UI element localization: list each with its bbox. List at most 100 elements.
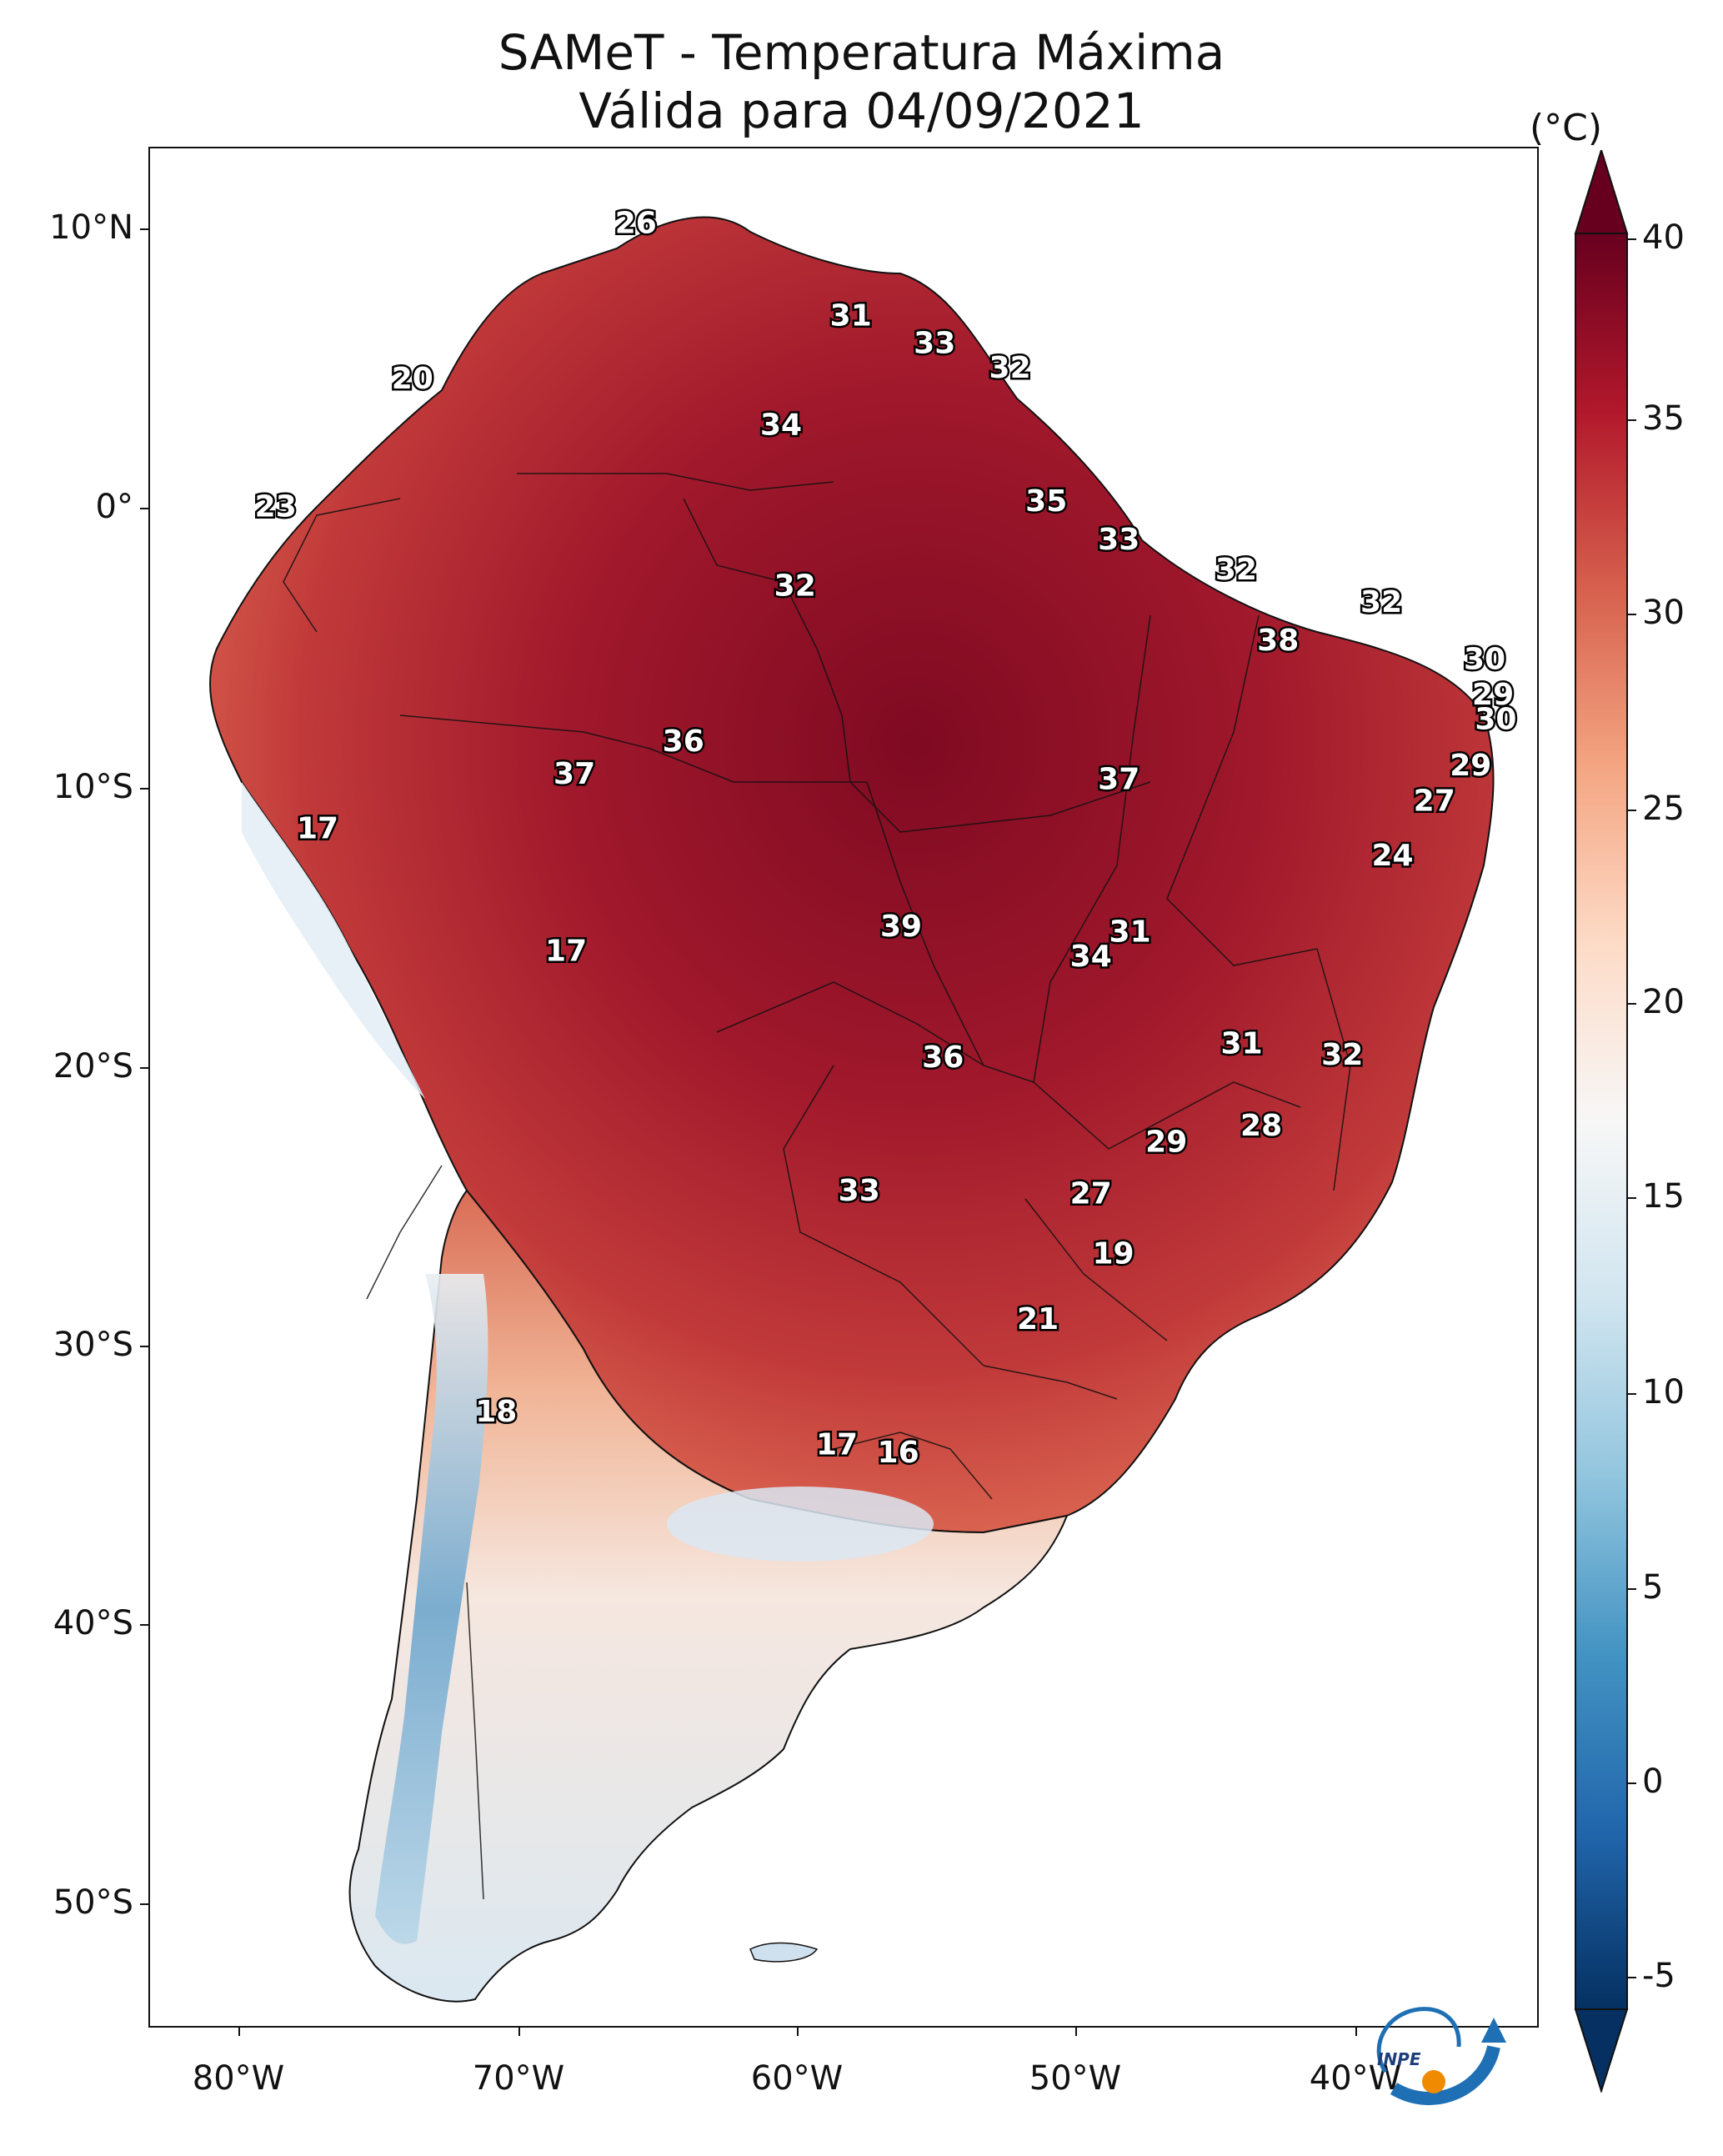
map-panel: 26 20 31 33 32 34 35 23 33 32 32 32 38 30 29 30 36 37 37 29… — [148, 147, 1539, 2028]
colorbar-top-arrow — [1574, 150, 1629, 234]
lon-tick-50w — [1075, 2028, 1077, 2036]
station-label: 20 — [392, 362, 433, 396]
lon-label-40w: 40°W — [1309, 2059, 1402, 2098]
station-label: 32 — [774, 569, 816, 603]
station-label: 19 — [1092, 1236, 1134, 1271]
inpe-logo: INPE — [1376, 2007, 1506, 2105]
station-label: 32 — [1321, 1038, 1363, 1072]
cb-label-0: 0 — [1642, 1762, 1664, 1801]
cb-tick-0 — [1628, 1782, 1636, 1784]
cb-label-20: 20 — [1642, 983, 1685, 1021]
cb-label-35: 35 — [1642, 399, 1685, 438]
colorbar — [1574, 150, 1629, 2093]
map-title: SAMeT - Temperatura Máxima Válida para 0… — [0, 23, 1723, 140]
lat-label-40s: 40°S — [53, 1604, 133, 1642]
lon-tick-40w — [1355, 2028, 1357, 2036]
pampas-cool-zone — [667, 1487, 934, 1562]
cb-tick-minus5 — [1628, 1977, 1636, 1978]
lon-label-80w: 80°W — [192, 2059, 285, 2098]
lon-label-70w: 70°W — [472, 2059, 565, 2098]
svg-text:INPE: INPE — [1377, 2049, 1421, 2069]
station-label: 27 — [1070, 1177, 1112, 1211]
cb-tick-40 — [1628, 238, 1636, 240]
peru-coast-cool-zone — [242, 782, 425, 1099]
lat-label-50s: 50°S — [53, 1883, 133, 1922]
station-label: 32 — [989, 351, 1031, 385]
station-label: 29 — [1450, 749, 1491, 783]
station-label: 37 — [1098, 763, 1139, 797]
cb-tick-15 — [1628, 1197, 1636, 1199]
cb-tick-30 — [1628, 614, 1636, 615]
station-label: 31 — [830, 299, 872, 333]
station-label: 32 — [1360, 585, 1402, 619]
station-label: 29 — [1145, 1125, 1187, 1159]
lat-label-0: 0° — [95, 488, 133, 526]
lat-label-20s: 20°S — [53, 1047, 133, 1086]
lat-label-30s: 30°S — [53, 1326, 133, 1364]
station-label: 27 — [1414, 785, 1455, 819]
lat-tick-30s — [140, 1346, 148, 1347]
andes-cold-zone — [375, 1274, 488, 1944]
station-label: 29 — [1472, 678, 1514, 712]
station-label: 38 — [1257, 624, 1299, 658]
lon-label-60w: 60°W — [750, 2059, 844, 2098]
colorbar-bottom-arrow — [1574, 2008, 1629, 2093]
station-label: 33 — [839, 1174, 880, 1208]
station-label: 37 — [553, 757, 595, 791]
station-label: 31 — [1221, 1027, 1263, 1061]
cb-label-minus5: -5 — [1642, 1957, 1675, 1995]
station-label: 17 — [816, 1427, 858, 1462]
station-label: 32 — [1215, 553, 1257, 587]
lat-tick-10s — [140, 788, 148, 790]
state-borders — [283, 473, 1351, 1900]
station-label: 23 — [255, 490, 297, 524]
station-label: 17 — [545, 935, 587, 969]
title-line-2: Válida para 04/09/2021 — [579, 83, 1144, 139]
station-label: 36 — [663, 725, 704, 759]
station-label: 21 — [1017, 1302, 1059, 1336]
cb-label-30: 30 — [1642, 594, 1685, 632]
colorbar-unit: (°C) — [1530, 107, 1603, 149]
cb-tick-35 — [1628, 419, 1636, 421]
lat-tick-40s — [140, 1624, 148, 1626]
lat-tick-20s — [140, 1067, 148, 1069]
cb-label-10: 10 — [1642, 1373, 1685, 1411]
station-label: 39 — [880, 910, 922, 944]
station-label: 16 — [878, 1436, 919, 1470]
lon-tick-60w — [797, 2028, 799, 2036]
station-label: 18 — [475, 1395, 517, 1429]
station-label: 34 — [1070, 940, 1112, 974]
lat-label-10s: 10°S — [53, 768, 133, 806]
cb-label-40: 40 — [1642, 218, 1685, 257]
cb-tick-20 — [1628, 1003, 1636, 1005]
lat-tick-10n — [140, 228, 148, 230]
colorbar-body — [1575, 233, 1628, 2010]
station-label: 17 — [297, 811, 338, 845]
station-label: 26 — [615, 207, 657, 241]
lon-tick-80w — [238, 2028, 240, 2036]
cb-tick-25 — [1628, 810, 1636, 811]
station-label: 34 — [760, 409, 802, 443]
lat-tick-0 — [140, 508, 148, 509]
station-label: 30 — [1464, 643, 1505, 677]
station-label: 33 — [1098, 523, 1139, 557]
station-label: 30 — [1475, 703, 1516, 737]
falkland-islands — [749, 1942, 819, 1963]
station-label: 36 — [922, 1040, 964, 1075]
station-label: 28 — [1240, 1109, 1282, 1143]
title-line-1: SAMeT - Temperatura Máxima — [498, 24, 1225, 81]
station-label: 33 — [914, 326, 955, 360]
lat-tick-50s — [140, 1903, 148, 1905]
lat-label-10n: 10°N — [49, 208, 133, 247]
continent-north — [208, 216, 1495, 1534]
lon-tick-70w — [518, 2028, 520, 2036]
cb-tick-5 — [1628, 1588, 1636, 1590]
cb-label-5: 5 — [1642, 1568, 1664, 1607]
cb-label-25: 25 — [1642, 790, 1685, 828]
station-label: 35 — [1025, 484, 1067, 519]
cb-tick-10 — [1628, 1393, 1636, 1395]
lon-label-50w: 50°W — [1029, 2059, 1122, 2098]
station-label: 31 — [1109, 915, 1151, 950]
